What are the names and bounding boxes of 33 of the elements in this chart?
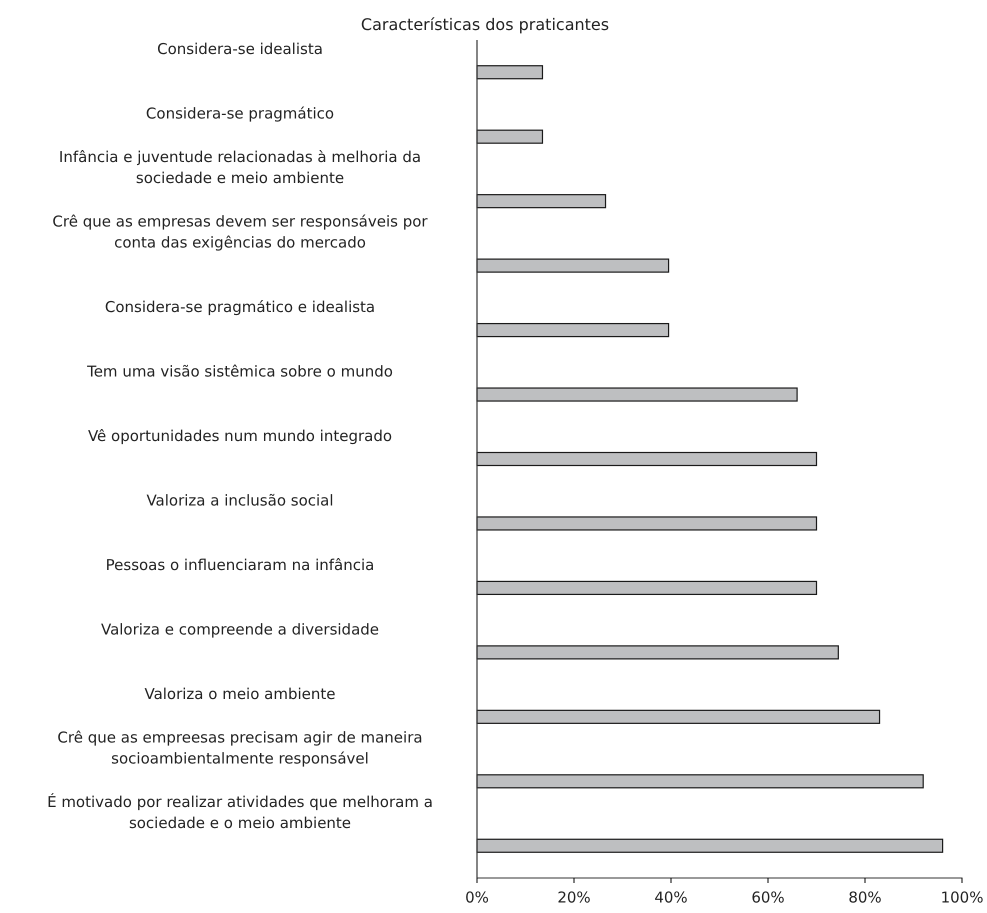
bar [476, 130, 544, 144]
x-tick-label: 100% [940, 888, 984, 906]
bar [476, 387, 798, 402]
x-tick-label: 20% [557, 888, 591, 906]
y-tick-label: É motivado por realizar atividades que melhoram a sociedade e o meio ambiente [47, 792, 433, 832]
chart-title: Características dos praticantes [360, 15, 610, 34]
x-tick-label: 80% [848, 888, 882, 906]
bar [476, 710, 880, 724]
bar [476, 516, 818, 531]
bar [476, 258, 670, 273]
y-tick-label: Considera-se pragmático [146, 104, 334, 123]
x-tick-label: 60% [751, 888, 785, 906]
bar [476, 322, 670, 338]
bar [476, 774, 924, 788]
y-tick-label: Vê oportunidades num mundo integrado [88, 427, 392, 445]
y-tick-label: Considera-se idealista [157, 40, 323, 58]
y-tick-label: Valoriza a inclusão social [146, 491, 334, 510]
y-tick-label: Infância e juventude relacionadas à melhoria da sociedade e meio ambiente [58, 148, 422, 188]
bar [476, 580, 818, 596]
y-tick-label: Considera-se pragmático e idealista [104, 298, 376, 316]
bar [476, 65, 544, 80]
bar [476, 838, 944, 853]
y-tick-label: Tem uma visão sistêmica sobre o mundo [86, 362, 393, 381]
y-tick-label: Valoriza e compreende a diversidade [100, 620, 380, 638]
y-tick-label: Crê que as empreesas precisam agir de maneira socioambientalmente responsável [57, 728, 423, 768]
bar [476, 645, 839, 660]
y-tick-label: Pessoas o influenciaram na infância [106, 556, 374, 574]
x-tick-label: 0% [465, 888, 489, 906]
bar [476, 452, 818, 466]
y-tick-label: Valoriza o meio ambiente [144, 684, 336, 703]
y-tick-label: Crê que as empresas devem ser responsáveis por conta das exigências do mercado [52, 212, 428, 252]
bar [476, 194, 606, 208]
x-tick-label: 40% [654, 888, 688, 906]
